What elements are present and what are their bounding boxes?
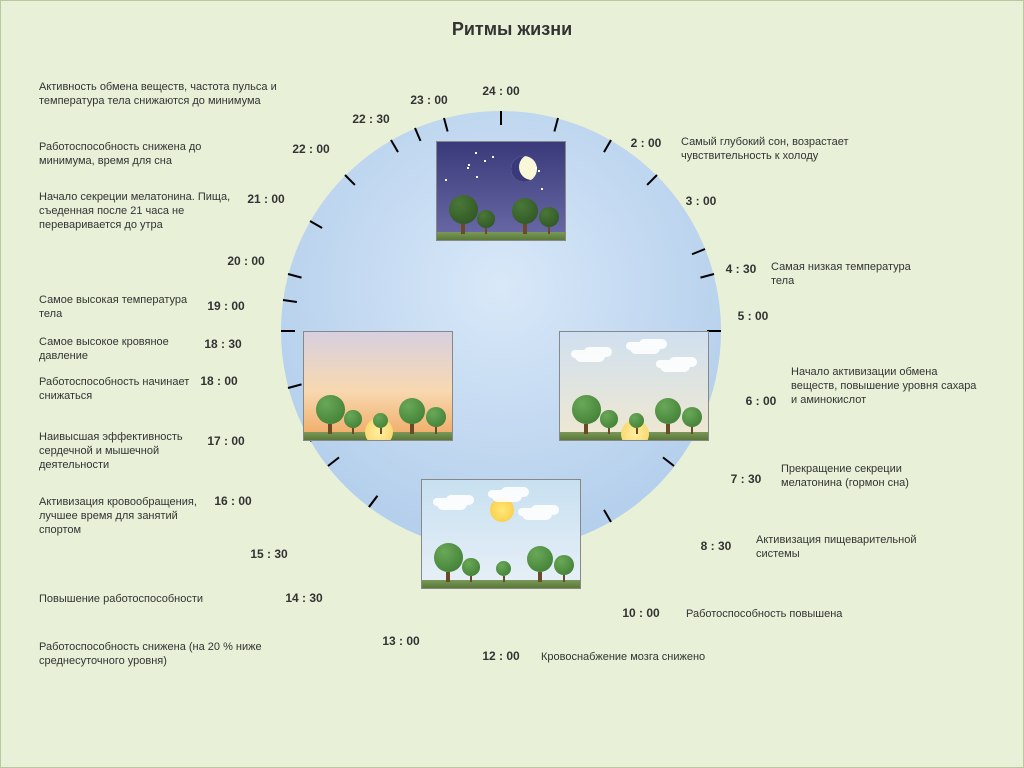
time-label: 21 : 00 — [247, 192, 284, 206]
description-d0430: Самая низкая температура тела — [771, 261, 911, 289]
tree-icon — [426, 407, 446, 434]
time-label: 5 : 00 — [738, 309, 769, 323]
description-d0830: Активизация пищеварительной системы — [756, 534, 926, 562]
tree-icon — [344, 410, 362, 434]
tree-icon — [539, 207, 559, 234]
clock-tick — [707, 330, 721, 332]
time-label: 20 : 00 — [227, 254, 264, 268]
description-d2300: Активность обмена веществ, частота пульс… — [39, 81, 299, 109]
tree-icon — [600, 410, 618, 434]
tree-icon — [496, 561, 511, 582]
clock-tick — [281, 330, 295, 332]
time-label: 22 : 00 — [292, 142, 329, 156]
tree-icon — [399, 398, 425, 434]
scene-night — [436, 141, 566, 241]
description-d2100: Начало секреции мелатонина. Пища, съеден… — [39, 191, 249, 232]
cloud-icon — [492, 490, 522, 502]
star-icon — [468, 164, 470, 166]
tree-icon — [373, 413, 388, 434]
description-d0730: Прекращение секреции мелатонина (гормон … — [781, 463, 961, 491]
description-d0600: Начало активизации обмена веществ, повыш… — [791, 366, 981, 407]
description-d1430b: Работоспособность снижена (на 20 % ниже … — [39, 641, 319, 669]
tree-icon — [682, 407, 702, 434]
time-label: 18 : 30 — [204, 337, 241, 351]
tree-icon — [512, 198, 538, 234]
time-label: 22 : 30 — [352, 112, 389, 126]
star-icon — [538, 170, 540, 172]
scene-sunset — [303, 331, 453, 441]
star-icon — [476, 176, 478, 178]
tree-icon — [655, 398, 681, 434]
star-icon — [467, 167, 469, 169]
time-label: 4 : 30 — [726, 262, 757, 276]
time-label: 7 : 30 — [731, 472, 762, 486]
description-d1200: Кровоснабжение мозга снижено — [541, 651, 791, 665]
time-label: 15 : 30 — [250, 547, 287, 561]
cloud-icon — [575, 350, 605, 362]
time-label: 10 : 00 — [622, 606, 659, 620]
star-icon — [492, 156, 494, 158]
tree-icon — [316, 395, 345, 434]
description-d1600: Активизация кровообращения, лучшее время… — [39, 496, 219, 537]
cloud-icon — [522, 508, 552, 520]
time-label: 18 : 00 — [200, 374, 237, 388]
time-label: 8 : 30 — [701, 539, 732, 553]
star-icon — [445, 179, 447, 181]
star-icon — [541, 188, 543, 190]
description-d1900: Самое высокая температура тела — [39, 294, 189, 322]
description-d0200: Самый глубокий сон, возрастает чувствите… — [681, 136, 901, 164]
page-container: Ритмы жизни 24 : 00 23 : 00 22 : 30 22 : 00… — [0, 0, 1024, 768]
tree-icon — [629, 413, 644, 434]
page-title: Ритмы жизни — [1, 1, 1023, 40]
cloud-icon — [660, 360, 690, 372]
tree-icon — [462, 558, 480, 582]
description-d1830: Самое высокое кровяное давление — [39, 336, 199, 364]
time-label: 14 : 30 — [285, 591, 322, 605]
time-label: 12 : 00 — [482, 649, 519, 663]
description-d1000: Работоспособность повышена — [686, 608, 906, 622]
tree-icon — [434, 543, 463, 582]
cloud-icon — [437, 498, 467, 510]
time-label: 2 : 00 — [631, 136, 662, 150]
tree-icon — [449, 195, 478, 234]
description-d1700: Наивысшая эффективность сердечной и мыше… — [39, 431, 214, 472]
cloud-icon — [630, 342, 660, 354]
moon-icon — [511, 156, 537, 182]
time-label: 13 : 00 — [382, 634, 419, 648]
scene-dawn — [559, 331, 709, 441]
tree-icon — [554, 555, 574, 582]
star-icon — [475, 152, 477, 154]
description-d1800: Работоспособность начинает снижаться — [39, 376, 199, 404]
star-icon — [484, 160, 486, 162]
scene-day — [421, 479, 581, 589]
description-d1430: Повышение работоспособности — [39, 593, 259, 607]
time-label: 3 : 00 — [686, 194, 717, 208]
time-label: 16 : 00 — [214, 494, 251, 508]
star-icon — [535, 167, 537, 169]
time-label: 19 : 00 — [207, 299, 244, 313]
time-label: 6 : 00 — [746, 394, 777, 408]
tree-icon — [527, 546, 553, 582]
time-label: 24 : 00 — [482, 84, 519, 98]
tree-icon — [477, 210, 495, 234]
description-d2200: Работоспособность снижена до минимума, в… — [39, 141, 249, 169]
tree-icon — [572, 395, 601, 434]
time-label: 23 : 00 — [410, 93, 447, 107]
clock-tick — [500, 111, 502, 125]
